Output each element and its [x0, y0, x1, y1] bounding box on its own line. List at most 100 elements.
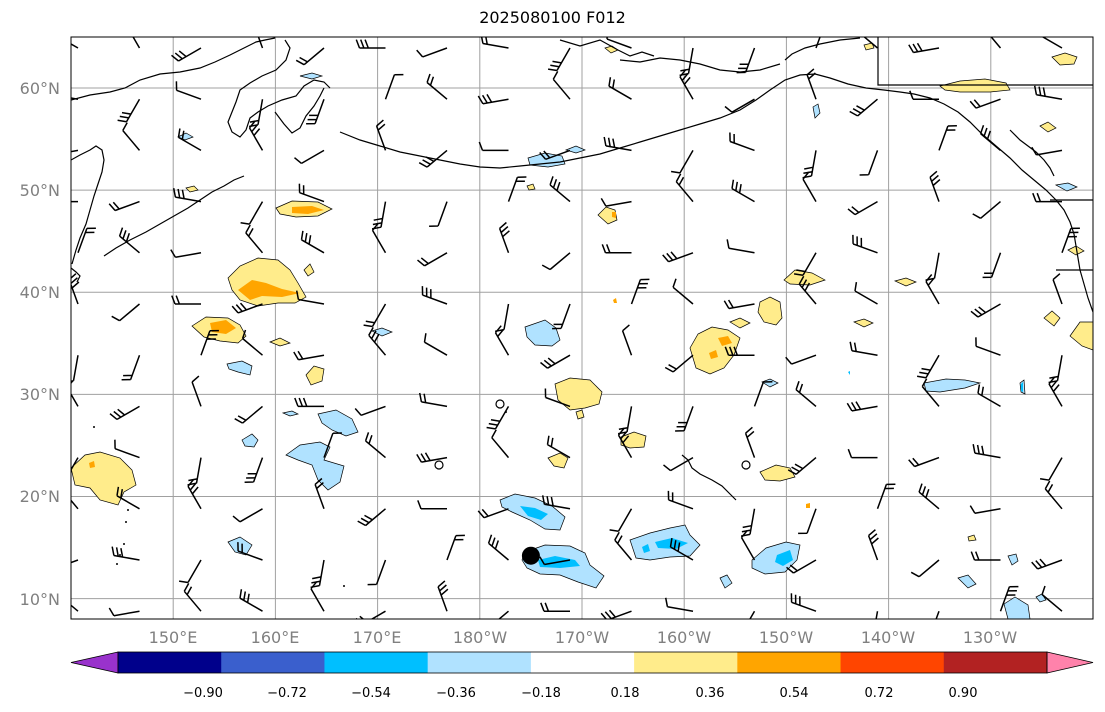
wind-barb [806, 68, 817, 100]
colorbar-labels: −0.90 −0.72 −0.54 −0.36 −0.18 0.18 0.36 … [183, 686, 977, 701]
colorbar-swatch [737, 652, 842, 673]
yellow-area [1051, 52, 1078, 66]
wind-barb [723, 299, 755, 310]
wind-barb [1061, 227, 1080, 254]
wind-barb [293, 350, 325, 361]
bc-coast [1009, 129, 1055, 177]
gridlines [71, 37, 1093, 619]
canada-border [877, 37, 1093, 86]
japan-coast [71, 145, 105, 265]
wind-barb [670, 150, 694, 174]
wind-barb [921, 378, 940, 407]
wind-barb [200, 329, 219, 356]
blue-area [812, 103, 821, 119]
blue-area [1035, 593, 1047, 603]
wind-barb [295, 290, 325, 305]
wind-barb [608, 77, 632, 100]
lat-label-10: 10°N [20, 590, 60, 609]
wind-barb [178, 559, 202, 584]
wind-barb [786, 559, 817, 574]
colorbar-swatch [118, 652, 222, 673]
wind-barb [863, 37, 878, 49]
wind-barb [117, 98, 141, 123]
yellow-area [759, 464, 796, 482]
wind-barb [846, 401, 878, 412]
wind-barb [478, 141, 509, 152]
yellow-area [853, 318, 874, 328]
wind-barbs [71, 37, 1080, 619]
wind-barb [539, 149, 571, 161]
wind-barb [77, 227, 96, 254]
blue-area [285, 441, 345, 491]
blue-area [564, 145, 586, 154]
wind-barb [172, 188, 202, 203]
wind-barb [354, 405, 386, 417]
yellow-area [729, 317, 751, 329]
wind-barb [1041, 585, 1063, 612]
wind-barb [171, 47, 202, 62]
wind-barb [544, 388, 571, 408]
wind-barb [795, 380, 817, 407]
wind-barb [609, 508, 633, 533]
wind-barb [71, 499, 79, 510]
wind-barb [368, 327, 387, 356]
wind-barb [662, 251, 694, 263]
kamchatka-coast [274, 87, 325, 134]
yellow-area [893, 277, 917, 287]
wind-barb [539, 556, 571, 566]
colorbar-label: 0.72 [865, 686, 894, 701]
blue-area [226, 360, 253, 376]
wind-barb [421, 286, 448, 305]
wind-barb [239, 589, 263, 612]
kuril-islands [103, 175, 245, 257]
wind-barb [875, 611, 879, 619]
wind-barb [667, 490, 694, 510]
wind-barb [979, 124, 1001, 151]
wind-barb [603, 136, 632, 152]
alaska-coast [784, 37, 861, 61]
yellow-area [303, 263, 315, 277]
yellow-area [863, 42, 875, 51]
wind-barb [240, 201, 264, 225]
wind-barb [787, 457, 817, 475]
wind-barb [111, 303, 140, 322]
colorbar-swatch [943, 652, 1048, 673]
blue-area [751, 541, 801, 575]
wind-barb [630, 278, 650, 305]
yellow-area [547, 452, 569, 469]
wind-barb [1031, 146, 1063, 156]
yellow-area [526, 183, 536, 191]
colorbar-label: −0.72 [267, 686, 307, 701]
wind-barb [990, 37, 1002, 49]
map-title: 2025080100 F012 [479, 8, 626, 27]
yellow-area [575, 409, 585, 420]
wind-barb [71, 273, 80, 305]
wind-barb [237, 542, 263, 561]
wind-barb [241, 329, 263, 356]
wind-barb [109, 405, 140, 421]
wind-barb [546, 435, 571, 459]
wind-barb [793, 252, 817, 277]
wind-barb [663, 456, 694, 472]
japan-coast [71, 267, 81, 283]
blue-area [1007, 553, 1019, 566]
wind-barb [867, 529, 879, 561]
wind-barb [740, 508, 756, 537]
wind-barb [191, 375, 202, 407]
wind-barb [480, 37, 509, 49]
wind-barb [187, 478, 202, 510]
colorbar-frame [117, 651, 1048, 674]
longitude-labels: 150°E 160°E 170°E 180°W 170°W 160°W 150°… [149, 628, 1018, 647]
wind-barb [375, 119, 387, 151]
yellow-area [1039, 121, 1057, 133]
wind-barb [785, 354, 817, 365]
colorbar-swatch [840, 652, 945, 673]
wind-barb [935, 610, 940, 619]
aleutian-islands [339, 73, 816, 169]
lon-label-130w: 130°W [963, 628, 1018, 647]
wind-barb [371, 222, 387, 254]
wind-barb [736, 47, 756, 74]
lon-label-170w: 170°W [555, 628, 610, 647]
wind-barb [486, 406, 510, 430]
blue-area-kuril [299, 72, 324, 80]
